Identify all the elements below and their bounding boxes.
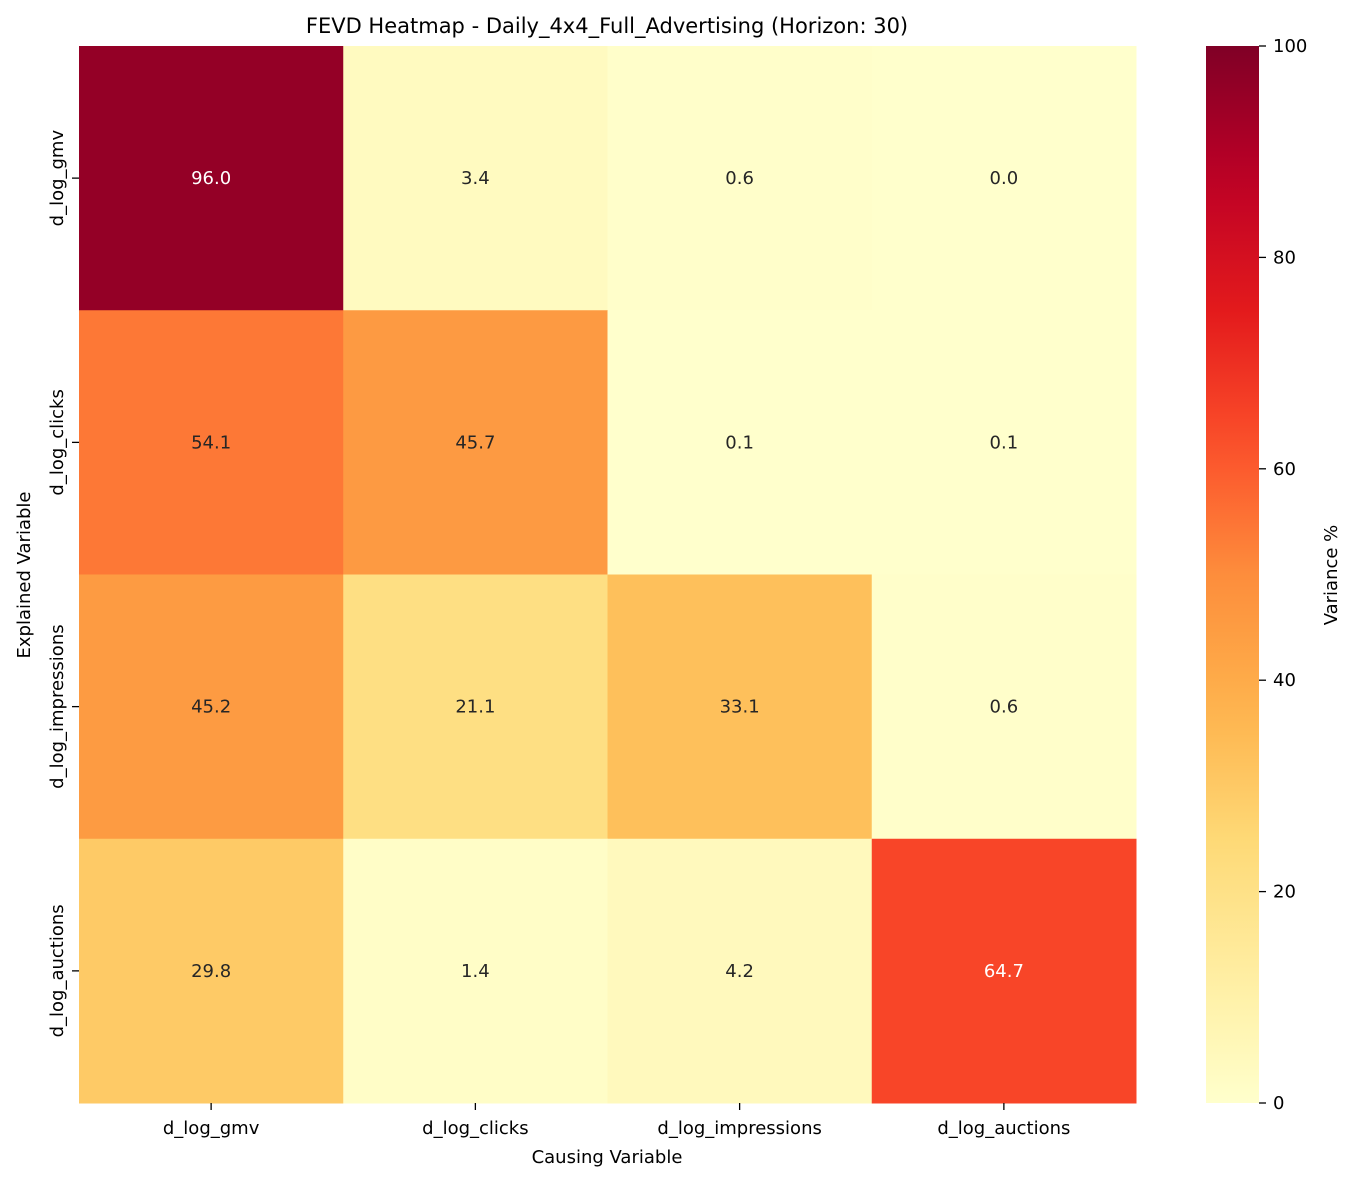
cell-value-label: 64.7 (984, 961, 1024, 982)
heatmap-cell (343, 46, 608, 311)
cell-value-label: 0.6 (990, 697, 1019, 718)
x-axis-ticks: d_log_gmv d_log_clicks d_log_impressions d_… (163, 1103, 1070, 1139)
heatmap-cell (871, 310, 1137, 575)
heatmap-cell (79, 46, 344, 311)
heatmap-cell (79, 838, 344, 1104)
colorbar-tick-label: 20 (1273, 882, 1296, 903)
heatmap-cell (343, 574, 608, 840)
colorbar-tick-label: 100 (1273, 36, 1307, 57)
colorbar-tick-label: 80 (1273, 247, 1296, 268)
heatmap-cell (607, 46, 873, 311)
colorbar-tick-label: 60 (1273, 459, 1296, 480)
cell-value-label: 29.8 (191, 961, 231, 982)
cell-value-label: 0.1 (725, 432, 754, 453)
cell-value-label: 33.1 (720, 697, 760, 718)
cell-value-label: 1.4 (461, 961, 490, 982)
chart-title: FEVD Heatmap - Daily_4x4_Full_Advertisin… (306, 14, 908, 39)
heatmap-cell (79, 310, 344, 575)
x-tick-label: d_log_auctions (937, 1118, 1070, 1139)
y-axis-ticks: d_log_gmv d_log_clicks d_log_impressions d_… (47, 130, 79, 1037)
cell-value-label: 0.6 (725, 168, 754, 189)
colorbar-label: Variance % (1321, 525, 1342, 626)
cell-value-label: 45.2 (191, 697, 231, 718)
heatmap-cell (79, 574, 344, 840)
x-tick-label: d_log_impressions (657, 1118, 821, 1139)
cell-value-label: 0.0 (990, 168, 1019, 189)
cell-value-label: 45.7 (455, 432, 495, 453)
y-tick-label: d_log_impressions (47, 624, 68, 788)
cell-value-label: 54.1 (191, 432, 231, 453)
heatmap-cell (607, 838, 873, 1104)
heatmap-cell (343, 838, 608, 1104)
colorbar-tick-label: 0 (1273, 1093, 1284, 1114)
cell-value-label: 21.1 (455, 697, 495, 718)
y-axis-label: Explained Variable (14, 492, 35, 659)
x-tick-label: d_log_clicks (422, 1118, 528, 1139)
x-axis-label: Causing Variable (532, 1147, 683, 1168)
y-tick-label: d_log_auctions (47, 904, 68, 1037)
y-tick-label: d_log_gmv (47, 130, 68, 227)
x-tick-label: d_log_gmv (163, 1118, 260, 1139)
cell-value-label: 4.2 (725, 961, 754, 982)
heatmap-cell (871, 46, 1137, 311)
heatmap-cell (871, 574, 1137, 840)
cell-value-label: 3.4 (461, 168, 490, 189)
heatmap-cells: 96.0 3.4 0.6 0.0 54.1 45.7 0.1 0.1 45.2 21.1 33.1 0… (79, 46, 1137, 1104)
cell-value-label: 0.1 (990, 432, 1019, 453)
colorbar: 0 20 40 60 80 100 Variance % (1206, 36, 1342, 1114)
heatmap-cell (607, 310, 873, 575)
heatmap-cell (607, 574, 873, 840)
heatmap-cell (343, 310, 608, 575)
colorbar-gradient (1206, 46, 1259, 1103)
colorbar-tick-label: 40 (1273, 670, 1296, 691)
cell-value-label: 96.0 (191, 168, 231, 189)
y-tick-label: d_log_clicks (47, 389, 68, 495)
colorbar-ticks: 0 20 40 60 80 100 (1259, 36, 1307, 1114)
heatmap-cell (871, 838, 1137, 1104)
